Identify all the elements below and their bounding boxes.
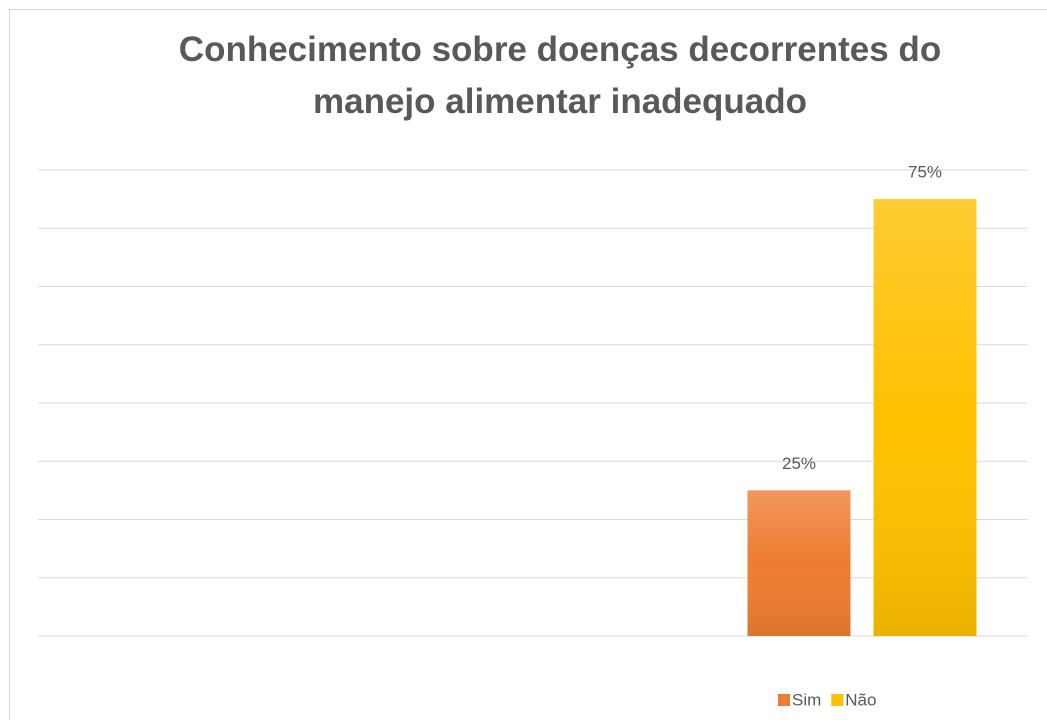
legend-swatch <box>831 694 844 706</box>
bar-shade <box>873 199 977 636</box>
bar-shade <box>747 490 851 636</box>
chart-title: Conhecimento sobre doenças decorrentes d… <box>178 30 942 121</box>
legend-label: Sim <box>792 690 821 709</box>
data-label: 25% <box>782 454 816 473</box>
data-label: 75% <box>908 163 942 182</box>
chart-border <box>9 9 1047 720</box>
legend-swatch <box>778 694 790 706</box>
legend-label: Não <box>845 690 876 709</box>
